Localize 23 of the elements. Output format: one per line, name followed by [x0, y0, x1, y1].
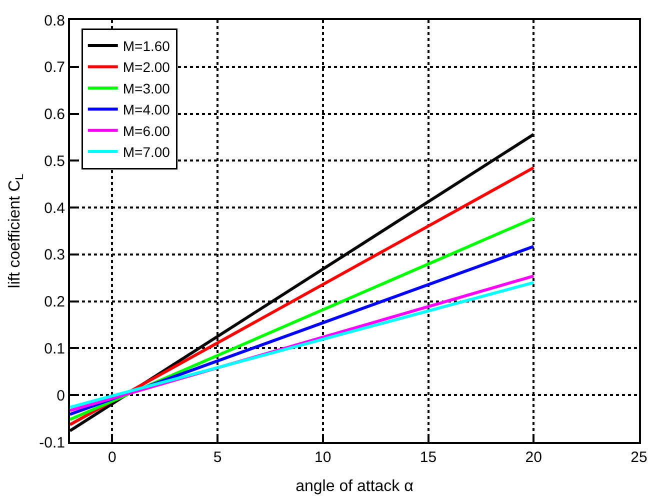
- y-tick-label: 0.6: [44, 106, 65, 124]
- x-tick-label: 25: [630, 449, 648, 466]
- y-tick-label: 0.5: [44, 152, 65, 170]
- x-tick-label: 20: [525, 449, 542, 466]
- x-tick-label: 0: [108, 449, 116, 466]
- y-tick-label: 0: [56, 387, 65, 404]
- y-tick-label: 0.3: [44, 246, 65, 264]
- x-tick-label: 10: [314, 449, 332, 466]
- y-tick-label: -0.1: [39, 434, 65, 452]
- legend-label: M=2.00: [122, 59, 170, 76]
- legend-label: M=3.00: [122, 80, 170, 96]
- y-tick-label: 0.7: [44, 59, 65, 76]
- x-tick-label: 15: [420, 449, 437, 466]
- legend-label: M=4.00: [122, 102, 170, 118]
- legend-label: M=7.00: [122, 144, 170, 160]
- y-tick-label: 0.4: [44, 200, 65, 217]
- x-axis-title: angle of attack α: [296, 478, 414, 496]
- y-tick-label: 0.1: [44, 340, 65, 358]
- y-tick-label: 0.2: [44, 294, 65, 311]
- legend-label: M=1.60: [122, 38, 170, 54]
- y-tick-label: 0.8: [44, 12, 65, 30]
- x-tick-label: 5: [213, 449, 222, 466]
- legend-label: M=6.00: [122, 122, 170, 139]
